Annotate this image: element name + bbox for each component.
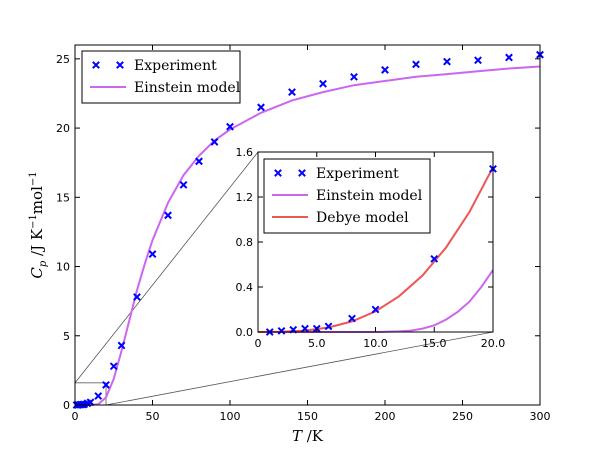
inset-experiment-point bbox=[324, 322, 333, 331]
inset-x-tick-label: 0 bbox=[255, 337, 262, 350]
inset-x-tick-label: 5.0 bbox=[308, 337, 326, 350]
inset-legend-marker bbox=[298, 169, 306, 177]
main-legend-marker bbox=[116, 61, 124, 69]
y-axis-label: Cp /J K−1mol−1 bbox=[28, 171, 49, 278]
main-x-tick-label: 200 bbox=[375, 410, 396, 423]
main-experiment-point bbox=[195, 157, 203, 166]
inset-plot: 0 5.0 10.0 15.0 20.0 0.0 0.4 0.8 1.2 1.6 Experime… bbox=[236, 146, 506, 350]
inset-x-tick-label: 15.0 bbox=[422, 337, 447, 350]
main-y-tick-label: 25 bbox=[56, 53, 70, 66]
inset-debye-model-line bbox=[257, 166, 494, 333]
main-experiment-point bbox=[102, 381, 110, 389]
main-legend-label: Experiment bbox=[134, 58, 217, 74]
main-experiment-point bbox=[94, 392, 103, 400]
main-experiment-point bbox=[381, 66, 389, 74]
main-x-tick-label: 100 bbox=[220, 410, 241, 423]
main-experiment-point bbox=[210, 138, 219, 146]
main-series-layer bbox=[72, 50, 544, 409]
inset-experiment-point bbox=[277, 326, 286, 335]
inset-ticks: 0 5.0 10.0 15.0 20.0 0.0 0.4 0.8 1.2 1.6 bbox=[236, 146, 506, 350]
main-x-tick-label: 0 bbox=[72, 410, 79, 423]
main-y-tick-label: 20 bbox=[56, 122, 70, 135]
main-experiment-point bbox=[133, 293, 141, 301]
main-experiment-point bbox=[257, 103, 265, 112]
main-experiment-point bbox=[474, 56, 482, 65]
inset-x-tick-label: 10.0 bbox=[363, 337, 388, 350]
main-y-tick-label: 15 bbox=[56, 191, 70, 204]
main-experiment-point bbox=[179, 180, 188, 189]
inset-legend-marker bbox=[274, 169, 282, 177]
zoom-connector-line bbox=[74, 151, 259, 384]
inset-y-tick-label: 0.8 bbox=[236, 236, 254, 249]
inset-experiment-point bbox=[430, 254, 439, 263]
main-x-tick-label: 250 bbox=[452, 410, 473, 423]
main-experiment-point bbox=[117, 341, 126, 350]
main-x-tick-label: 300 bbox=[530, 410, 551, 423]
main-ticks: 0 50 100 150 200 250 300 0 5 10 15 20 25 bbox=[56, 45, 551, 423]
main-legend: Experiment Einstein model bbox=[81, 50, 241, 104]
main-experiment-point bbox=[109, 362, 118, 371]
main-x-tick-label: 150 bbox=[297, 410, 318, 423]
main-experiment-point bbox=[148, 250, 157, 258]
main-y-tick-label: 10 bbox=[56, 261, 70, 274]
inset-experiment-point bbox=[371, 305, 380, 314]
main-einstein-model-line bbox=[75, 65, 541, 406]
main-x-tick-label: 50 bbox=[146, 410, 160, 423]
inset-y-tick-label: 0.0 bbox=[236, 326, 254, 339]
inset-experiment-point bbox=[348, 314, 356, 323]
main-experiment-point bbox=[86, 398, 95, 407]
main-y-tick-label: 0 bbox=[63, 399, 70, 412]
main-experiment-point bbox=[164, 211, 172, 220]
inset-legend-label: Debye model bbox=[316, 210, 409, 226]
main-experiment-point bbox=[412, 60, 420, 69]
inset-experiment-point bbox=[301, 324, 309, 333]
main-experiment-point bbox=[319, 79, 327, 88]
zoom-connector-line bbox=[105, 331, 494, 406]
inset-x-tick-label: 20.0 bbox=[481, 337, 506, 350]
inset-y-tick-label: 1.2 bbox=[236, 191, 254, 204]
inset-legend: Experiment Einstein model Debye model bbox=[263, 158, 431, 234]
main-y-tick-label: 5 bbox=[63, 330, 70, 343]
main-experiment-point bbox=[226, 122, 234, 131]
main-experiment-point bbox=[288, 88, 296, 96]
inset-legend-label: Experiment bbox=[316, 166, 399, 182]
x-axis-label: T /K bbox=[292, 427, 324, 445]
inset-y-tick-label: 1.6 bbox=[236, 146, 254, 159]
main-plot: 0 50 100 150 200 250 300 0 5 10 15 20 25 T /K Cp /J … bbox=[28, 44, 551, 445]
inset-y-tick-label: 0.4 bbox=[236, 281, 254, 294]
main-legend-label: Einstein model bbox=[134, 80, 241, 96]
main-experiment-point bbox=[350, 72, 358, 81]
main-experiment-point bbox=[443, 57, 451, 66]
main-legend-marker bbox=[92, 61, 100, 69]
main-experiment-point bbox=[505, 53, 513, 62]
main-legend-box bbox=[81, 50, 241, 104]
inset-legend-label: Einstein model bbox=[316, 188, 423, 204]
